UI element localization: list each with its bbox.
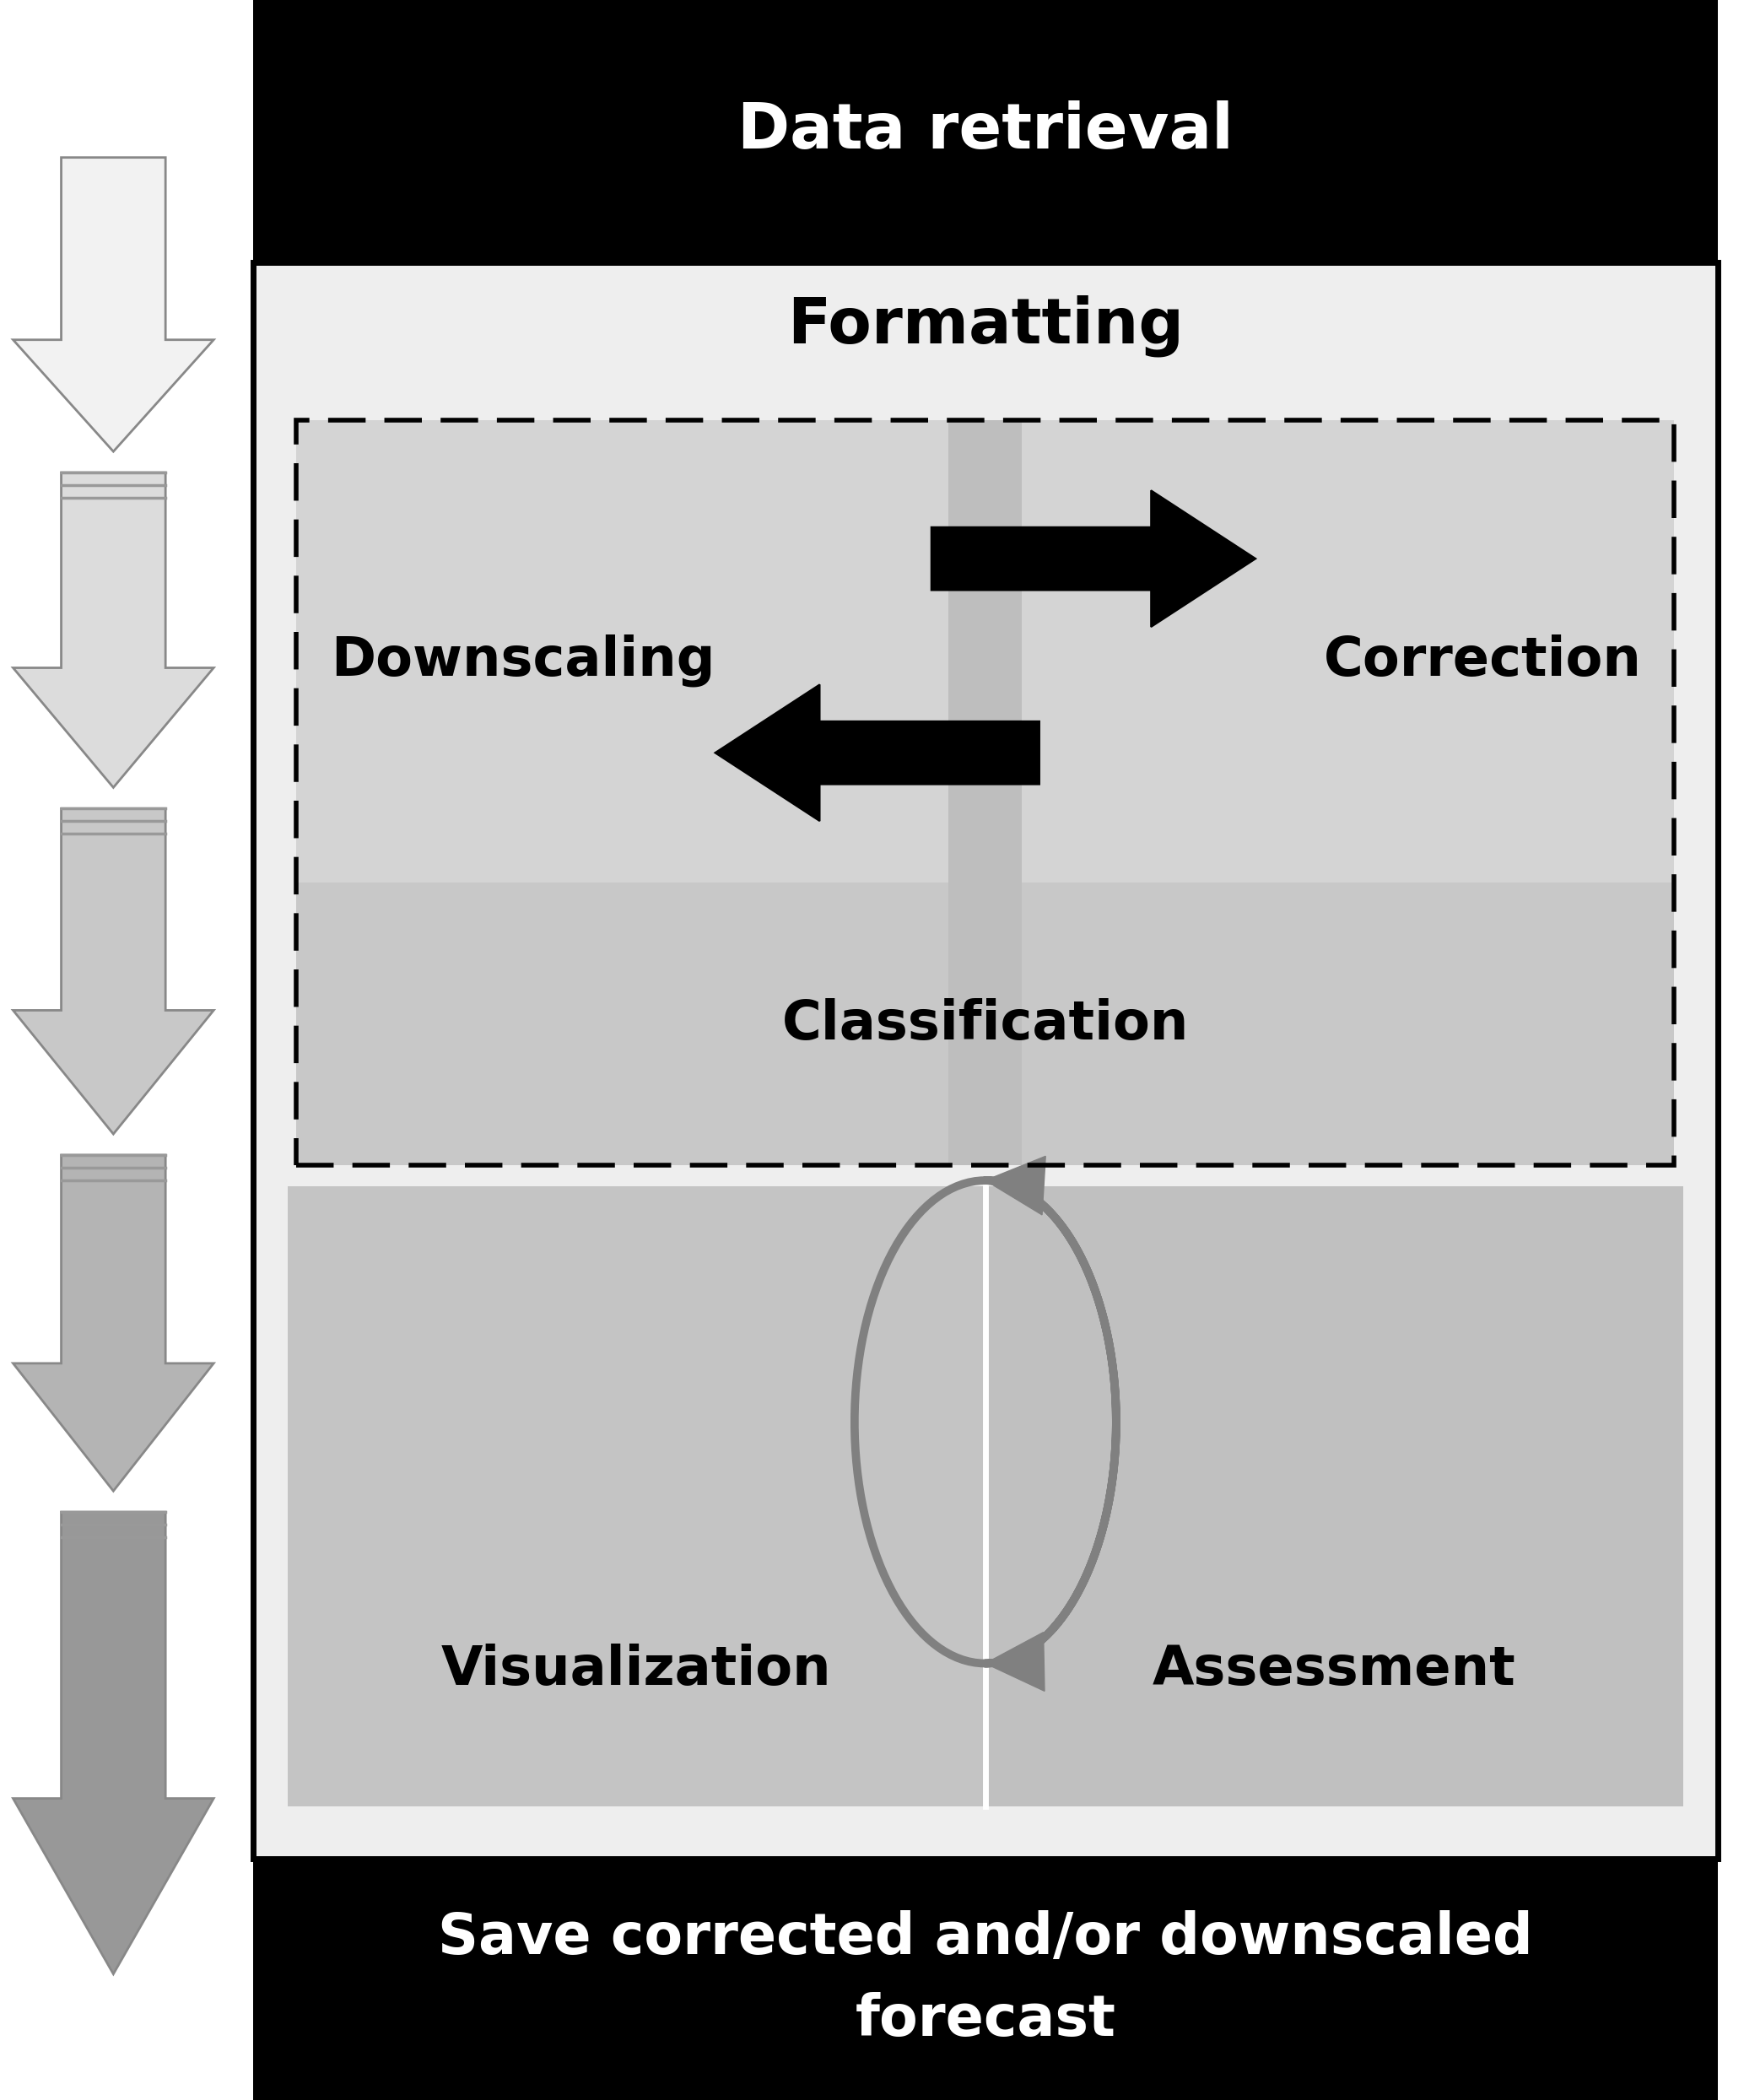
FancyBboxPatch shape (288, 1186, 985, 1806)
Polygon shape (985, 1632, 1045, 1690)
Polygon shape (14, 472, 213, 788)
Polygon shape (14, 1155, 213, 1491)
Polygon shape (14, 1512, 213, 1974)
Polygon shape (985, 1157, 1046, 1214)
Polygon shape (931, 491, 1256, 628)
Text: Correction: Correction (1324, 634, 1641, 687)
FancyBboxPatch shape (985, 1186, 1683, 1806)
FancyBboxPatch shape (949, 420, 1022, 1166)
Polygon shape (14, 808, 213, 1134)
Text: Visualization: Visualization (441, 1644, 832, 1697)
FancyBboxPatch shape (296, 882, 1674, 1166)
Text: Save corrected and/or downscaled
forecast: Save corrected and/or downscaled forecas… (438, 1911, 1533, 2048)
FancyBboxPatch shape (253, 1858, 1718, 2100)
FancyBboxPatch shape (253, 0, 1718, 262)
Polygon shape (14, 158, 213, 452)
FancyBboxPatch shape (253, 262, 1718, 1859)
Text: Classification: Classification (781, 997, 1189, 1050)
FancyBboxPatch shape (296, 420, 1674, 882)
Text: Formatting: Formatting (787, 294, 1184, 357)
Text: Downscaling: Downscaling (331, 634, 715, 687)
Text: Assessment: Assessment (1153, 1644, 1516, 1697)
Text: Data retrieval: Data retrieval (738, 101, 1233, 162)
Polygon shape (715, 685, 1039, 821)
